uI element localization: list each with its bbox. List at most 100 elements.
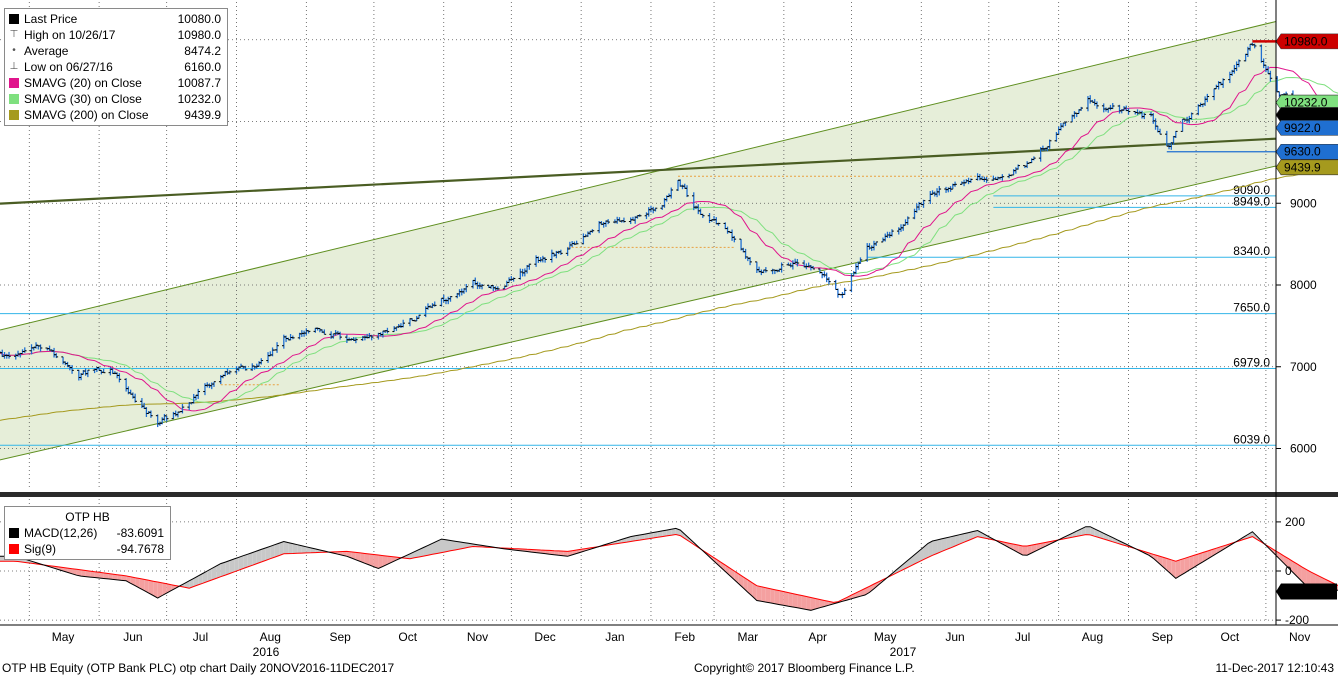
legend-row: ⊥ Low on 06/27/16 6160.0 (5, 59, 227, 75)
macd-fill-segment (1022, 545, 1028, 556)
macd-fill-segment (459, 541, 465, 550)
macd-fill-segment (216, 563, 221, 579)
x-month-label: Nov (1289, 630, 1310, 644)
macd-fill-segment (648, 532, 654, 539)
macd-fill-segment (1040, 542, 1046, 549)
macd-legend-title-text: OTP HB (65, 510, 110, 524)
macd-fill-segment (121, 575, 127, 581)
macd-fill-segment (283, 541, 289, 554)
macd-fill-segment (671, 528, 676, 536)
macd-fill-segment (378, 555, 383, 569)
macd-fill-segment (364, 553, 370, 566)
macd-legend: OTP HB MACD(12,26) -83.6091 Sig(9) -94.7678 (4, 506, 171, 560)
x-month-label: Aug (1082, 630, 1103, 644)
macd-fill-segment (1004, 542, 1010, 548)
legend-value: 10080.0 (177, 12, 221, 26)
legend-row: Last Price 10080.0 (5, 11, 227, 27)
macd-fill-segment (243, 554, 248, 569)
price-tag-label: 9630.0 (1284, 145, 1321, 159)
macd-fill-segment (94, 571, 100, 579)
macd-fill-segment (797, 594, 802, 609)
price-tag-label: 9439.9 (1284, 160, 1321, 174)
price-axis-label: 8000 (1290, 278, 1317, 292)
macd-fill-segment (445, 539, 451, 552)
legend-label: SMAVG (200) on Close (24, 108, 149, 122)
price-axis-label: 9000 (1290, 196, 1317, 210)
macd-fill-segment (450, 540, 456, 551)
price-bars (0, 42, 1336, 428)
macd-fill-segment (1171, 559, 1176, 579)
macd-fill-segment (743, 576, 748, 593)
price-tag (1275, 159, 1338, 176)
macd-fill-segment (90, 571, 95, 578)
macd-fill-segment (382, 555, 388, 567)
macd-fill-segment (306, 546, 311, 553)
macd-fill-segment (630, 535, 636, 542)
macd-fill-segment (153, 581, 158, 599)
macd-fill-segment (225, 560, 230, 576)
price-tag (1275, 143, 1338, 160)
macd-fill-segment (112, 574, 118, 580)
legend-value: 8474.2 (184, 44, 221, 58)
macd-fill-segment (815, 598, 820, 610)
price-tag-label: 10232.0 (1284, 96, 1328, 110)
macd-fill-segment (554, 550, 559, 556)
macd-fill-segment (1216, 546, 1221, 554)
long-trendline (0, 137, 1277, 205)
macd-fill-segment (1153, 554, 1158, 563)
smavg20-line (0, 66, 1338, 412)
macd-fill-segment (193, 575, 199, 587)
x-month-label: Oct (1221, 630, 1240, 644)
macd-fill-segment (274, 543, 280, 558)
x-month-label: Oct (398, 630, 417, 644)
x-month-label: Sep (1152, 630, 1174, 644)
macd-fill-segment (928, 541, 933, 558)
channel-lower-line (0, 165, 1277, 461)
macd-fill-segment (1211, 548, 1217, 557)
macd-fill-segment (783, 591, 789, 607)
x-axis: May Jun Jul Aug Sep Oct Nov Dec Jan Feb Mar Apr May J… (52, 630, 1311, 659)
macd-fill-segment (558, 550, 564, 556)
x-year-label: 2016 (253, 645, 280, 659)
price-legend: Last Price 10080.0 ⊤ High on 10/26/17 10980.… (4, 8, 228, 126)
macd-fill-segment (946, 536, 951, 550)
macd-fill-segment (369, 553, 374, 567)
black-square-icon (9, 528, 19, 538)
level-label: 8340.0 (1233, 244, 1270, 258)
macd-fill-segment (432, 541, 437, 555)
macd-fill-segment (765, 587, 771, 603)
macd-fill-segment (247, 552, 253, 567)
macd-axis-label: 0 (1285, 564, 1292, 578)
footer-center: Copyright© 2017 Bloomberg Finance L.P. (694, 661, 915, 675)
macd-fill-segment (810, 597, 816, 611)
macd-line (0, 526, 1338, 611)
x-month-label: Jun (123, 630, 142, 644)
macd-fill-segment (1252, 531, 1257, 540)
macd-fill-segment (441, 539, 446, 553)
legend-label: High on 10/26/17 (24, 28, 116, 42)
macd-fill-segment (238, 555, 244, 571)
macd-fill-segment (1018, 545, 1023, 556)
macd-fill-segment (1283, 555, 1289, 568)
macd-fill-segment (171, 584, 176, 591)
macd-fill-segment (761, 586, 766, 603)
level-label: 6979.0 (1233, 355, 1270, 369)
macd-fill-segment (977, 530, 983, 538)
legend-row: • Average 8474.2 (5, 43, 227, 59)
macd-fill-segment (711, 556, 717, 564)
macd-fill-segment (657, 530, 663, 538)
low-marker-icon: ⊥ (9, 61, 19, 72)
macd-fill-segment (788, 592, 793, 608)
macd-plot-background (0, 497, 1338, 625)
macd-legend-row: MACD(12,26) -83.6091 (5, 525, 170, 541)
pink-square-icon (9, 78, 19, 88)
green-square-icon (9, 94, 19, 104)
macd-fill-segment (801, 595, 807, 610)
macd-fill-segment (288, 542, 293, 554)
macd-fill-segment (103, 572, 109, 579)
macd-fill-segment (58, 566, 64, 571)
macd-fill-segment (1189, 555, 1194, 571)
macd-fill-segment (644, 533, 649, 540)
macd-tag (1276, 583, 1337, 600)
